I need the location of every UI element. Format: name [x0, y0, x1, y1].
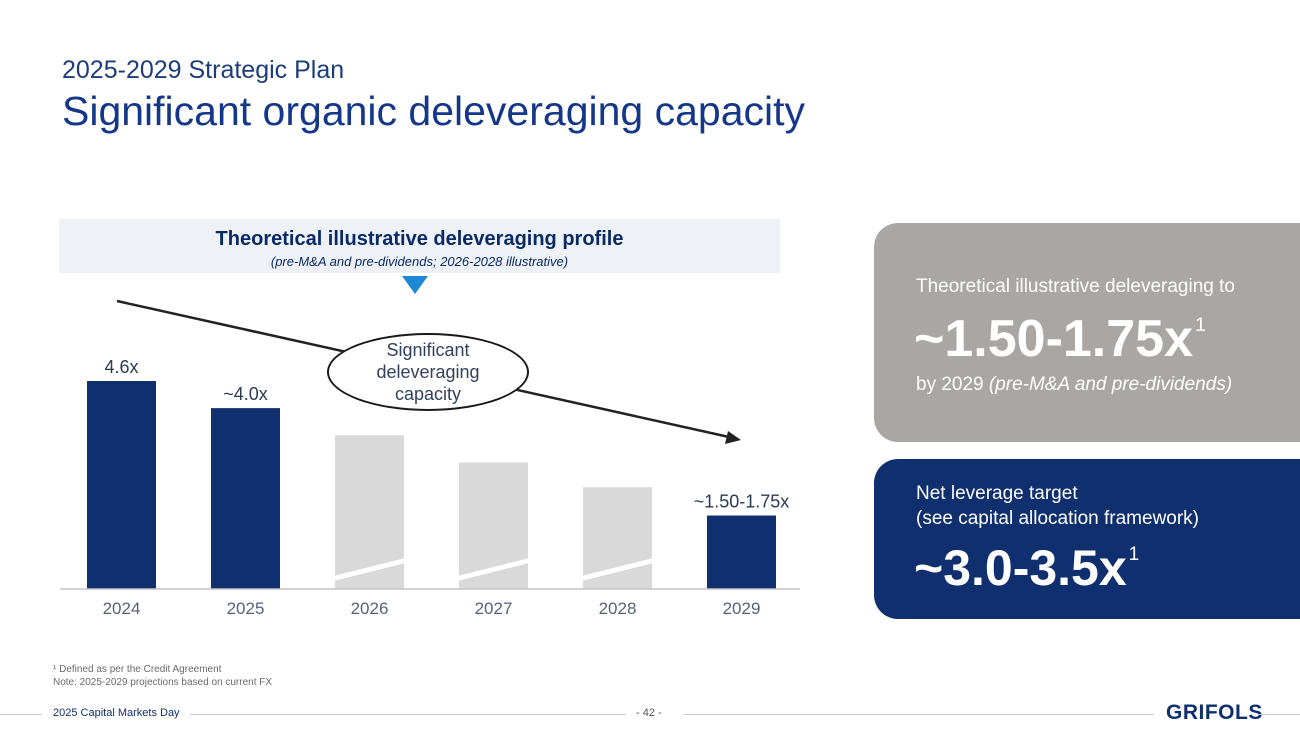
axis-break-2026	[325, 556, 414, 583]
panel-value-text: ~1.50-1.75x	[914, 310, 1194, 368]
axis-break-marks	[325, 556, 662, 583]
bar-labels-group: 4.6x ~4.0x ~1.50-1.75x	[104, 357, 789, 512]
trend-arrow-head	[725, 431, 741, 444]
axis-break-2027	[449, 556, 538, 583]
footer-divider-mid-right	[684, 714, 1154, 715]
callout-line-1: Significant	[386, 340, 470, 360]
x-tick-labels: 2024 2025 2026 2027 2028 2029	[103, 599, 761, 618]
panel-foot: by 2029 (pre-M&A and pre-dividends)	[916, 374, 1232, 396]
x-tick-2028: 2028	[599, 599, 637, 618]
panel-heading-line-2: (see capital allocation framework)	[916, 508, 1200, 529]
footer-divider-left	[0, 714, 42, 715]
page-subtitle: 2025-2029 Strategic Plan	[62, 56, 345, 84]
panel-foot-text: by 2029	[916, 374, 984, 395]
callout-line-2: deleveraging	[376, 362, 480, 382]
page-title: Significant organic deleveraging capacit…	[62, 88, 806, 134]
data-label-2024: 4.6x	[104, 357, 138, 377]
callout-line-3: capacity	[394, 384, 462, 404]
footnote-mark: 1	[1128, 543, 1140, 565]
bar-2024	[87, 381, 156, 589]
x-tick-2026: 2026	[351, 599, 389, 618]
bars-group	[87, 381, 776, 589]
deleveraging-target-panel: Theoretical illustrative deleveraging to…	[874, 223, 1300, 442]
footer-divider-mid-left	[190, 714, 626, 715]
grifols-logo: GRIFOLS	[1166, 701, 1263, 724]
page-number: - 42 -	[636, 707, 662, 719]
x-tick-2024: 2024	[103, 599, 141, 618]
x-tick-2027: 2027	[475, 599, 513, 618]
footnotes: ¹ Defined as per the Credit Agreement No…	[53, 663, 272, 689]
footer-event-name: 2025 Capital Markets Day	[53, 707, 180, 719]
data-label-2025: ~4.0x	[223, 384, 268, 404]
panel-value-text: ~3.0-3.5x	[914, 540, 1127, 596]
x-tick-2025: 2025	[227, 599, 265, 618]
footnote-mark: 1	[1195, 313, 1207, 336]
panel-value: ~1.50-1.75x 1	[914, 309, 1206, 369]
panel-heading: Net leverage target (see capital allocat…	[916, 481, 1199, 531]
net-leverage-target-panel: Net leverage target (see capital allocat…	[874, 459, 1300, 619]
chart-header: Theoretical illustrative deleveraging pr…	[59, 219, 780, 273]
callout-bubble: Significant deleveraging capacity	[327, 333, 529, 411]
panel-foot-italic: (pre-M&A and pre-dividends)	[988, 374, 1233, 395]
x-tick-2029: 2029	[723, 599, 761, 618]
bar-2025	[211, 408, 280, 589]
axis-break-2028	[573, 556, 662, 583]
panel-heading: Theoretical illustrative deleveraging to	[916, 276, 1235, 297]
chart-header-pointer	[402, 276, 428, 294]
footnote-note: Note: 2025-2029 projections based on cur…	[53, 677, 273, 688]
chart-subtitle: (pre-M&A and pre-dividends; 2026-2028 il…	[270, 254, 569, 269]
chart-title: Theoretical illustrative deleveraging pr…	[215, 228, 624, 250]
panel-heading-line-1: Net leverage target	[916, 483, 1078, 504]
deleveraging-bar-chart: 4.6x~4.0x~1.50-1.75x 2024 2025 2026 2027 202…	[60, 299, 800, 618]
bar-2028	[583, 487, 652, 589]
bar-2029	[707, 515, 776, 589]
footnote-1: ¹ Defined as per the Credit Agreement	[53, 664, 222, 675]
panel-value: ~3.0-3.5x 1	[914, 539, 1139, 597]
data-label-2029: ~1.50-1.75x	[694, 492, 790, 512]
footer-divider-right	[1258, 714, 1300, 715]
